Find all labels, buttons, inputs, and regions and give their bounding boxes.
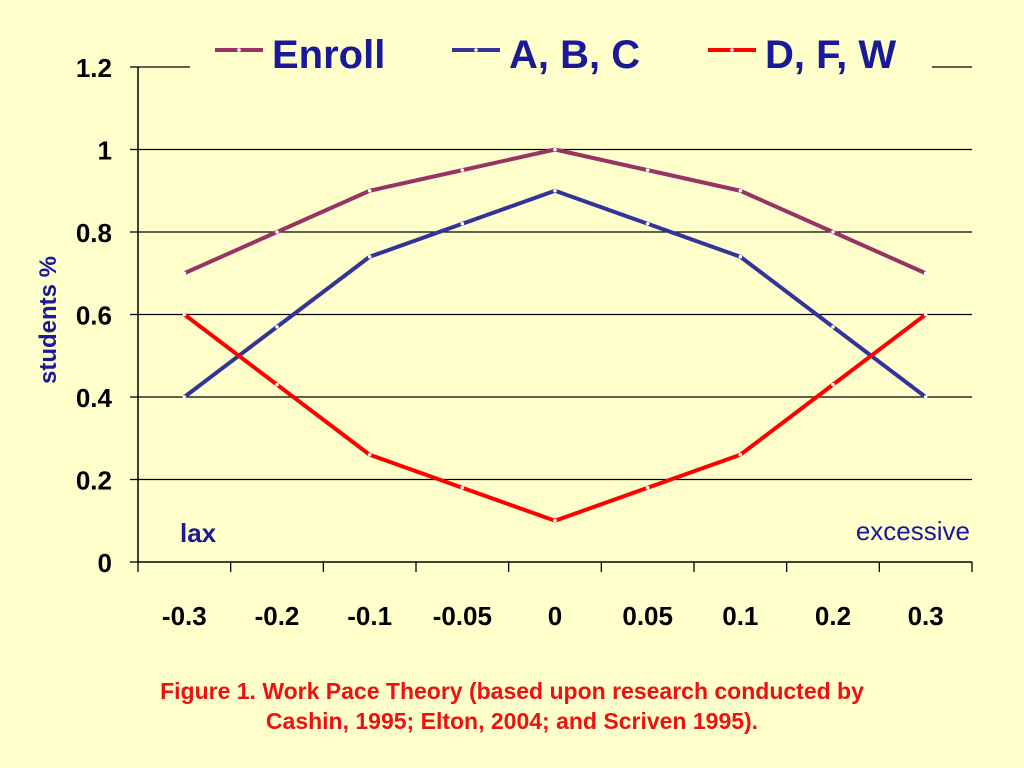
- data-point: [367, 452, 372, 457]
- legend: Enroll A, B, C D, F, W: [190, 33, 932, 88]
- data-point: [645, 485, 650, 490]
- data-point: [367, 254, 372, 259]
- legend-label: Enroll: [272, 33, 385, 77]
- series-line: [183, 312, 927, 523]
- data-point: [738, 254, 743, 259]
- annotation-lax: lax: [180, 518, 217, 548]
- data-point: [831, 325, 835, 329]
- data-point: [182, 395, 187, 399]
- caption-line-1: Figure 1. Work Pace Theory (based upon r…: [160, 678, 864, 704]
- legend-background: [190, 42, 932, 88]
- legend-label: D, F, W: [765, 33, 896, 77]
- chart-panel: 0 0.2 0.4 0.6 0.8 1 1.2 -0.3 -0.2 -0.1 -0.05 0 0.05 0…: [10, 12, 1014, 644]
- data-point: [553, 147, 557, 152]
- x-tick-label: 0.3: [908, 601, 944, 631]
- y-tick-label: 0.6: [76, 301, 112, 331]
- figure-caption: Figure 1. Work Pace Theory (based upon r…: [0, 676, 1024, 736]
- data-point: [738, 188, 743, 193]
- x-tick-label: 0.1: [722, 601, 758, 631]
- axes: 0 0.2 0.4 0.6 0.8 1 1.2 -0.3 -0.2 -0.1 -0.05 0 0.05 0…: [76, 53, 973, 631]
- data-point: [553, 518, 557, 523]
- data-point: [923, 312, 928, 317]
- x-tick-label: 0: [548, 601, 562, 631]
- legend-marker: [730, 48, 734, 52]
- data-point: [923, 395, 928, 399]
- gridlines: [138, 66, 972, 481]
- legend-label: A, B, C: [509, 33, 640, 77]
- y-tick-label: 0.4: [76, 383, 113, 413]
- data-point: [645, 168, 650, 172]
- x-tick-label: -0.05: [433, 601, 492, 631]
- data-point: [460, 221, 465, 226]
- data-point: [367, 188, 372, 193]
- x-tick-label: 0.05: [622, 601, 673, 631]
- data-point: [275, 230, 279, 234]
- series-lines: [182, 147, 928, 523]
- data-point: [831, 230, 835, 234]
- legend-marker: [237, 48, 241, 52]
- y-tick-label: 0: [98, 548, 112, 578]
- data-point: [460, 168, 465, 172]
- data-point: [275, 382, 279, 387]
- data-point: [460, 485, 465, 490]
- data-point: [831, 382, 835, 387]
- y-tick-label: 1: [98, 136, 112, 166]
- series-line: [183, 147, 927, 276]
- annotation-excessive: excessive: [856, 516, 970, 546]
- data-point: [182, 312, 187, 317]
- line-chart: 0 0.2 0.4 0.6 0.8 1 1.2 -0.3 -0.2 -0.1 -0.05 0 0.05 0…: [35, 33, 973, 631]
- data-point: [275, 325, 279, 329]
- y-axis-label: students %: [35, 256, 62, 384]
- data-point: [645, 221, 650, 226]
- y-tick-label: 0.8: [76, 218, 112, 248]
- y-tick-label: 0.2: [76, 466, 112, 496]
- data-point: [182, 271, 187, 276]
- y-tick-label: 1.2: [76, 53, 112, 83]
- x-tick-label: -0.2: [255, 601, 300, 631]
- x-tick-label: 0.2: [815, 601, 851, 631]
- x-tick-label: -0.1: [347, 601, 392, 631]
- data-point: [923, 271, 928, 276]
- legend-marker: [474, 48, 478, 52]
- caption-line-2: Cashin, 1995; Elton, 2004; and Scriven 1…: [265, 708, 759, 734]
- x-tick-label: -0.3: [162, 601, 207, 631]
- data-point: [738, 452, 743, 457]
- data-point: [553, 188, 557, 193]
